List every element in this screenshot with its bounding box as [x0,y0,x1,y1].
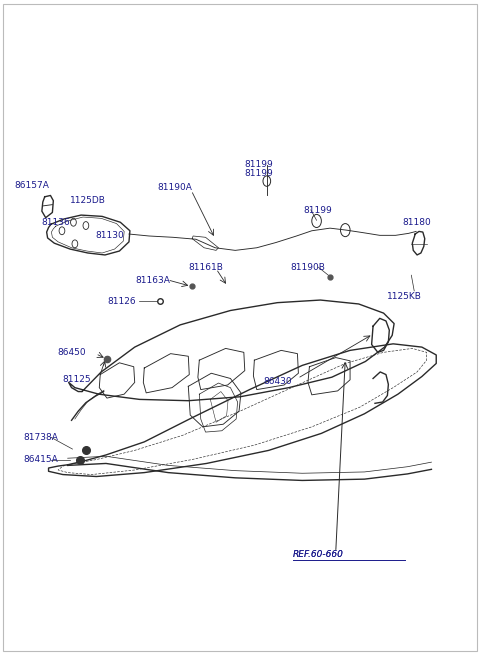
Text: 81190A: 81190A [157,183,192,192]
Text: 86450: 86450 [57,348,86,357]
Text: 81738A: 81738A [24,433,59,442]
Text: 81163A: 81163A [136,276,170,285]
Text: 81125: 81125 [62,375,91,384]
Text: 81199: 81199 [245,160,274,168]
Text: 81136: 81136 [41,218,70,227]
Text: 81199: 81199 [245,169,274,178]
Text: 1125DB: 1125DB [70,196,106,204]
Text: 86430: 86430 [263,377,291,386]
Text: 81161B: 81161B [188,263,223,272]
Text: 81190B: 81190B [290,263,325,272]
Text: REF.60-660: REF.60-660 [293,550,344,559]
Text: 81199: 81199 [303,206,332,215]
Text: 81126: 81126 [107,297,135,306]
Text: 81180: 81180 [403,218,432,227]
Text: 86157A: 86157A [14,181,49,189]
Text: 1125KB: 1125KB [387,291,422,301]
Text: REF.60-660: REF.60-660 [293,550,344,559]
Text: 86415A: 86415A [24,455,59,464]
Text: 81130: 81130 [96,231,124,240]
